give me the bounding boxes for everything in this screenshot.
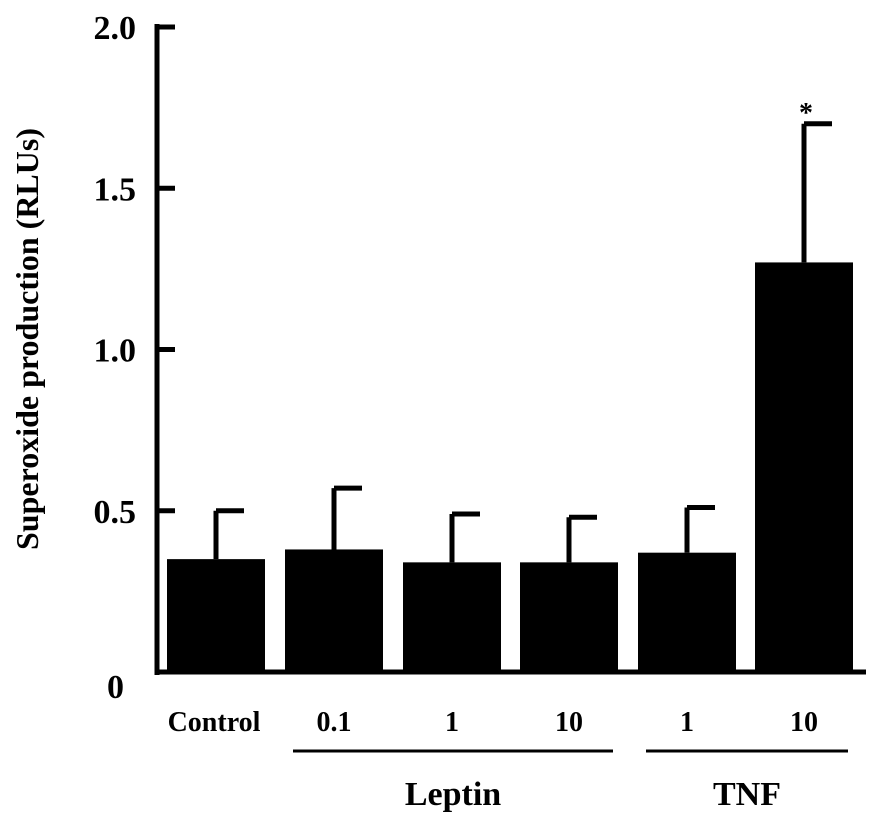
category-label: Control [168,707,261,738]
category-label: 10 [790,707,818,738]
category-label: 1 [445,707,459,738]
group-label: Leptin [405,776,501,813]
y-tick-label: 0 [107,669,124,706]
bar [403,562,501,672]
axes: 0 0.5 1.0 1.5 2.0 [94,10,866,706]
significance-marker: * [799,98,813,129]
category-label: 1 [680,707,694,738]
y-axis-title: Superoxide production (RLUs) [9,128,45,550]
category-label: 10 [555,707,583,738]
bar [755,262,853,672]
bar [520,562,618,672]
bars [167,121,853,672]
y-tick-label: 1.0 [94,333,137,370]
group-label: TNF [713,776,781,813]
labels: Control 0.1 1 10 1 10 * Leptin TNF [168,98,848,813]
y-tick-label: 1.5 [94,171,137,208]
bar [638,552,736,672]
category-label: 0.1 [317,707,352,738]
bar [167,559,265,672]
y-tick-label: 2.0 [94,10,137,47]
y-tick-label: 0.5 [94,494,137,531]
bar [285,549,383,672]
